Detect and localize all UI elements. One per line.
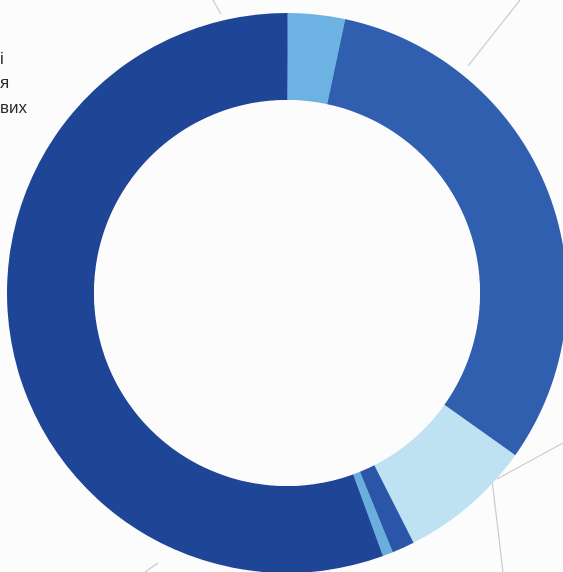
leader-line-5 <box>144 562 159 572</box>
donut-slices <box>7 13 563 572</box>
donut-slice-5 <box>7 13 383 572</box>
leader-line-3 <box>496 442 563 480</box>
donut-slice-4 <box>353 471 393 557</box>
leader-line-1 <box>212 0 222 15</box>
annotation-fragment-1: і <box>0 49 4 68</box>
leader-lines <box>144 0 563 572</box>
leader-line-4 <box>491 479 504 572</box>
donut-slice-1 <box>327 19 563 456</box>
donut-hole <box>94 100 480 486</box>
annotation-fragment-3: вих <box>0 98 28 117</box>
donut-slice-3 <box>359 465 414 553</box>
donut-slice-2 <box>374 404 516 543</box>
annotation-fragment-2: я <box>0 73 10 92</box>
leader-line-2 <box>467 0 521 67</box>
donut-slice-6 <box>287 13 346 105</box>
